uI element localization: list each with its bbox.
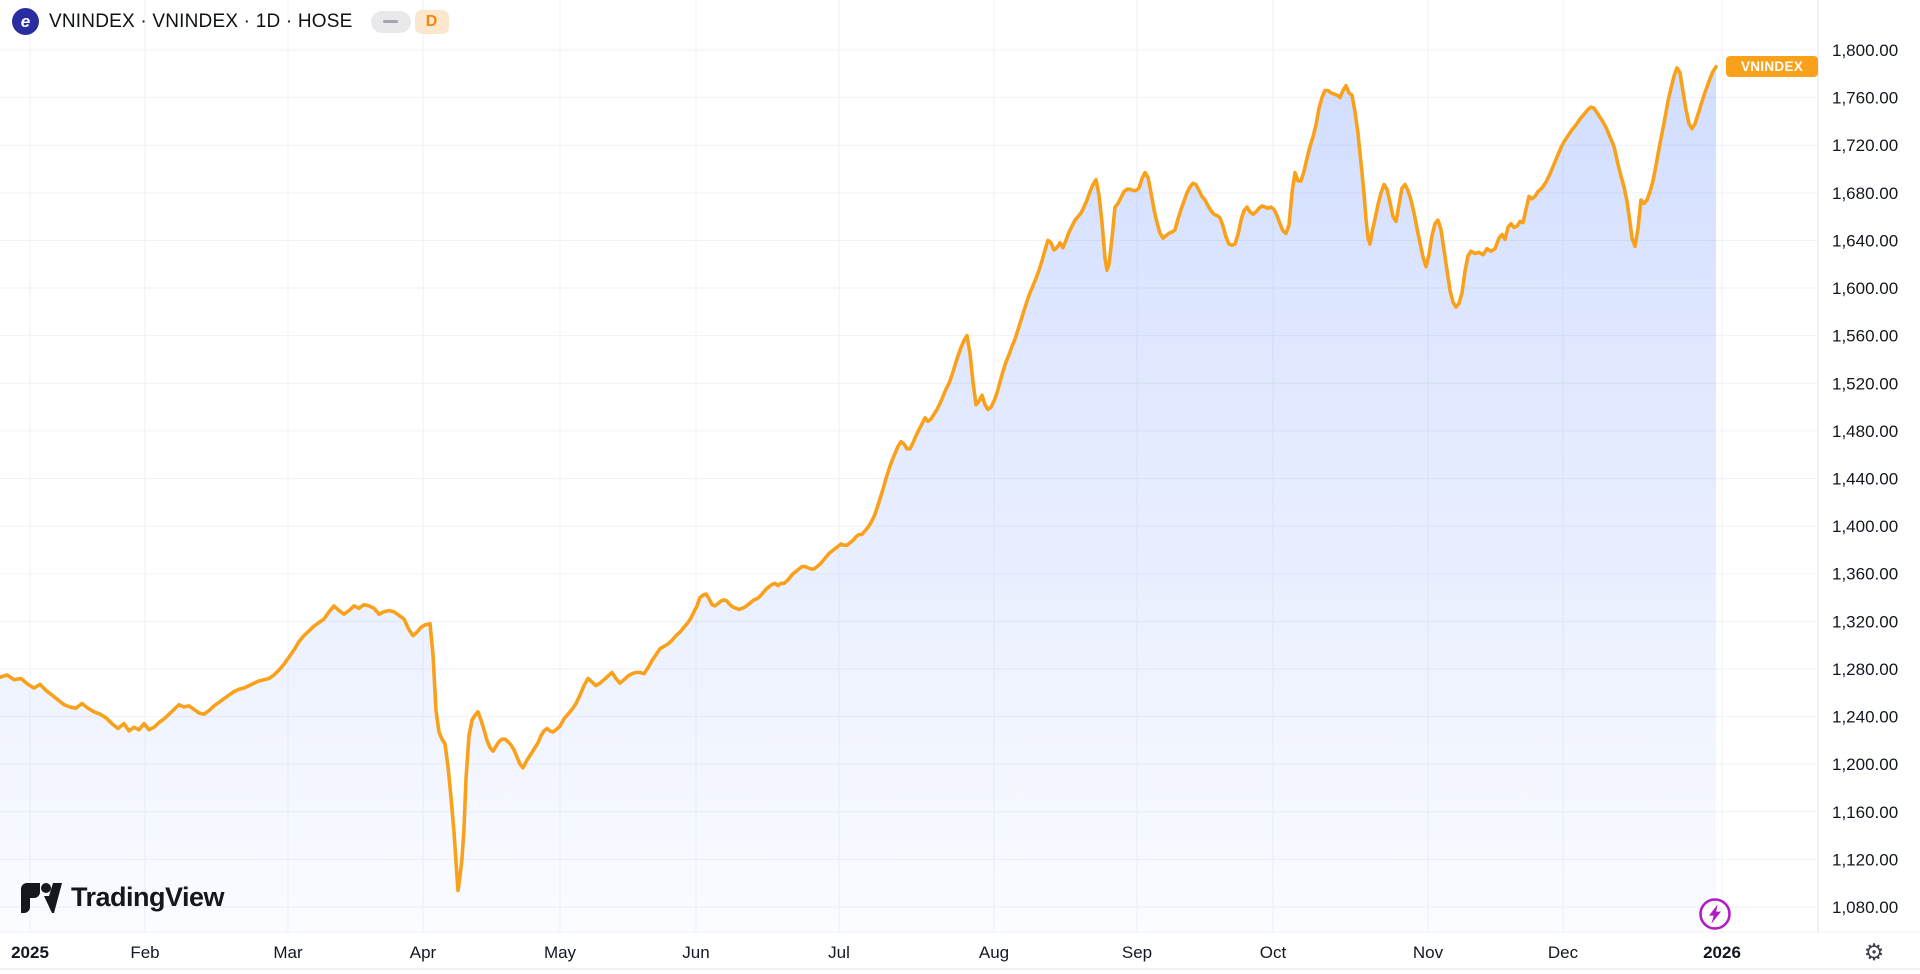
tradingview-logo-icon bbox=[21, 882, 62, 913]
price-tick-label: 1,120.00 bbox=[1832, 850, 1898, 869]
price-tick-label: 1,640.00 bbox=[1832, 231, 1898, 250]
price-line bbox=[0, 64, 1718, 893]
price-tick-label: 1,240.00 bbox=[1832, 708, 1898, 727]
legend-controls: D bbox=[370, 9, 449, 34]
price-tick-label: 1,080.00 bbox=[1832, 898, 1898, 917]
price-tick-label: 1,720.00 bbox=[1832, 136, 1898, 155]
month-tick-label: Oct bbox=[1260, 943, 1287, 962]
tradingview-wordmark: TradingView bbox=[71, 882, 225, 912]
price-tick-label: 1,360.00 bbox=[1832, 565, 1898, 584]
month-tick-label: Jun bbox=[682, 943, 709, 962]
month-tick-label: Jul bbox=[828, 943, 850, 962]
month-tick-label: Sep bbox=[1122, 943, 1152, 962]
price-tick-label: 1,480.00 bbox=[1832, 422, 1898, 441]
month-tick-label: May bbox=[544, 943, 577, 962]
axis-settings-gear-icon[interactable]: ⚙ bbox=[1863, 938, 1885, 965]
price-tick-label: 1,800.00 bbox=[1832, 41, 1898, 60]
price-tick-label: 1,280.00 bbox=[1832, 660, 1898, 679]
symbol-legend: e VNINDEX · VNINDEX · 1D · HOSE D bbox=[12, 8, 449, 35]
time-axis[interactable]: 2025 Feb Mar Apr May Jun Jul Aug Sep Oct Nov Dec 202… bbox=[11, 943, 1741, 962]
price-tick-label: 1,600.00 bbox=[1832, 279, 1898, 298]
symbol-title[interactable]: VNINDEX · VNINDEX · 1D · HOSE bbox=[49, 10, 353, 32]
month-tick-label: Aug bbox=[979, 943, 1009, 962]
tradingview-watermark[interactable]: TradingView bbox=[20, 882, 225, 913]
price-area bbox=[0, 66, 1716, 932]
price-tick-label: 1,400.00 bbox=[1832, 517, 1898, 536]
symbol-logo-letter: e bbox=[20, 12, 31, 31]
price-axis[interactable]: 1,800.00 1,760.00 1,720.00 1,680.00 1,640.00… bbox=[1832, 41, 1898, 917]
price-tick-label: 1,320.00 bbox=[1832, 612, 1898, 631]
price-tick-label: 1,440.00 bbox=[1832, 470, 1898, 489]
month-tick-label: Nov bbox=[1413, 943, 1444, 962]
year-tick-label: 2026 bbox=[1703, 943, 1741, 962]
minus-icon bbox=[383, 19, 399, 24]
price-tick-label: 1,760.00 bbox=[1832, 89, 1898, 108]
price-tick-label: 1,160.00 bbox=[1832, 803, 1898, 822]
year-tick-label: 2025 bbox=[11, 943, 49, 962]
price-tick-label: 1,200.00 bbox=[1832, 755, 1898, 774]
price-tick-label: 1,560.00 bbox=[1832, 327, 1898, 346]
month-tick-label: Apr bbox=[410, 943, 437, 962]
realtime-data-icon[interactable] bbox=[1698, 897, 1732, 931]
month-tick-label: Mar bbox=[273, 943, 303, 962]
last-price-label: VNINDEX bbox=[1726, 56, 1818, 78]
symbol-logo-icon[interactable]: e bbox=[12, 8, 39, 35]
price-tick-label: 1,680.00 bbox=[1832, 184, 1898, 203]
month-tick-label: Dec bbox=[1548, 943, 1579, 962]
interval-badge[interactable]: D bbox=[414, 9, 449, 34]
price-tick-label: 1,520.00 bbox=[1832, 374, 1898, 393]
month-tick-label: Feb bbox=[130, 943, 159, 962]
minimize-legend-button[interactable] bbox=[370, 10, 411, 33]
